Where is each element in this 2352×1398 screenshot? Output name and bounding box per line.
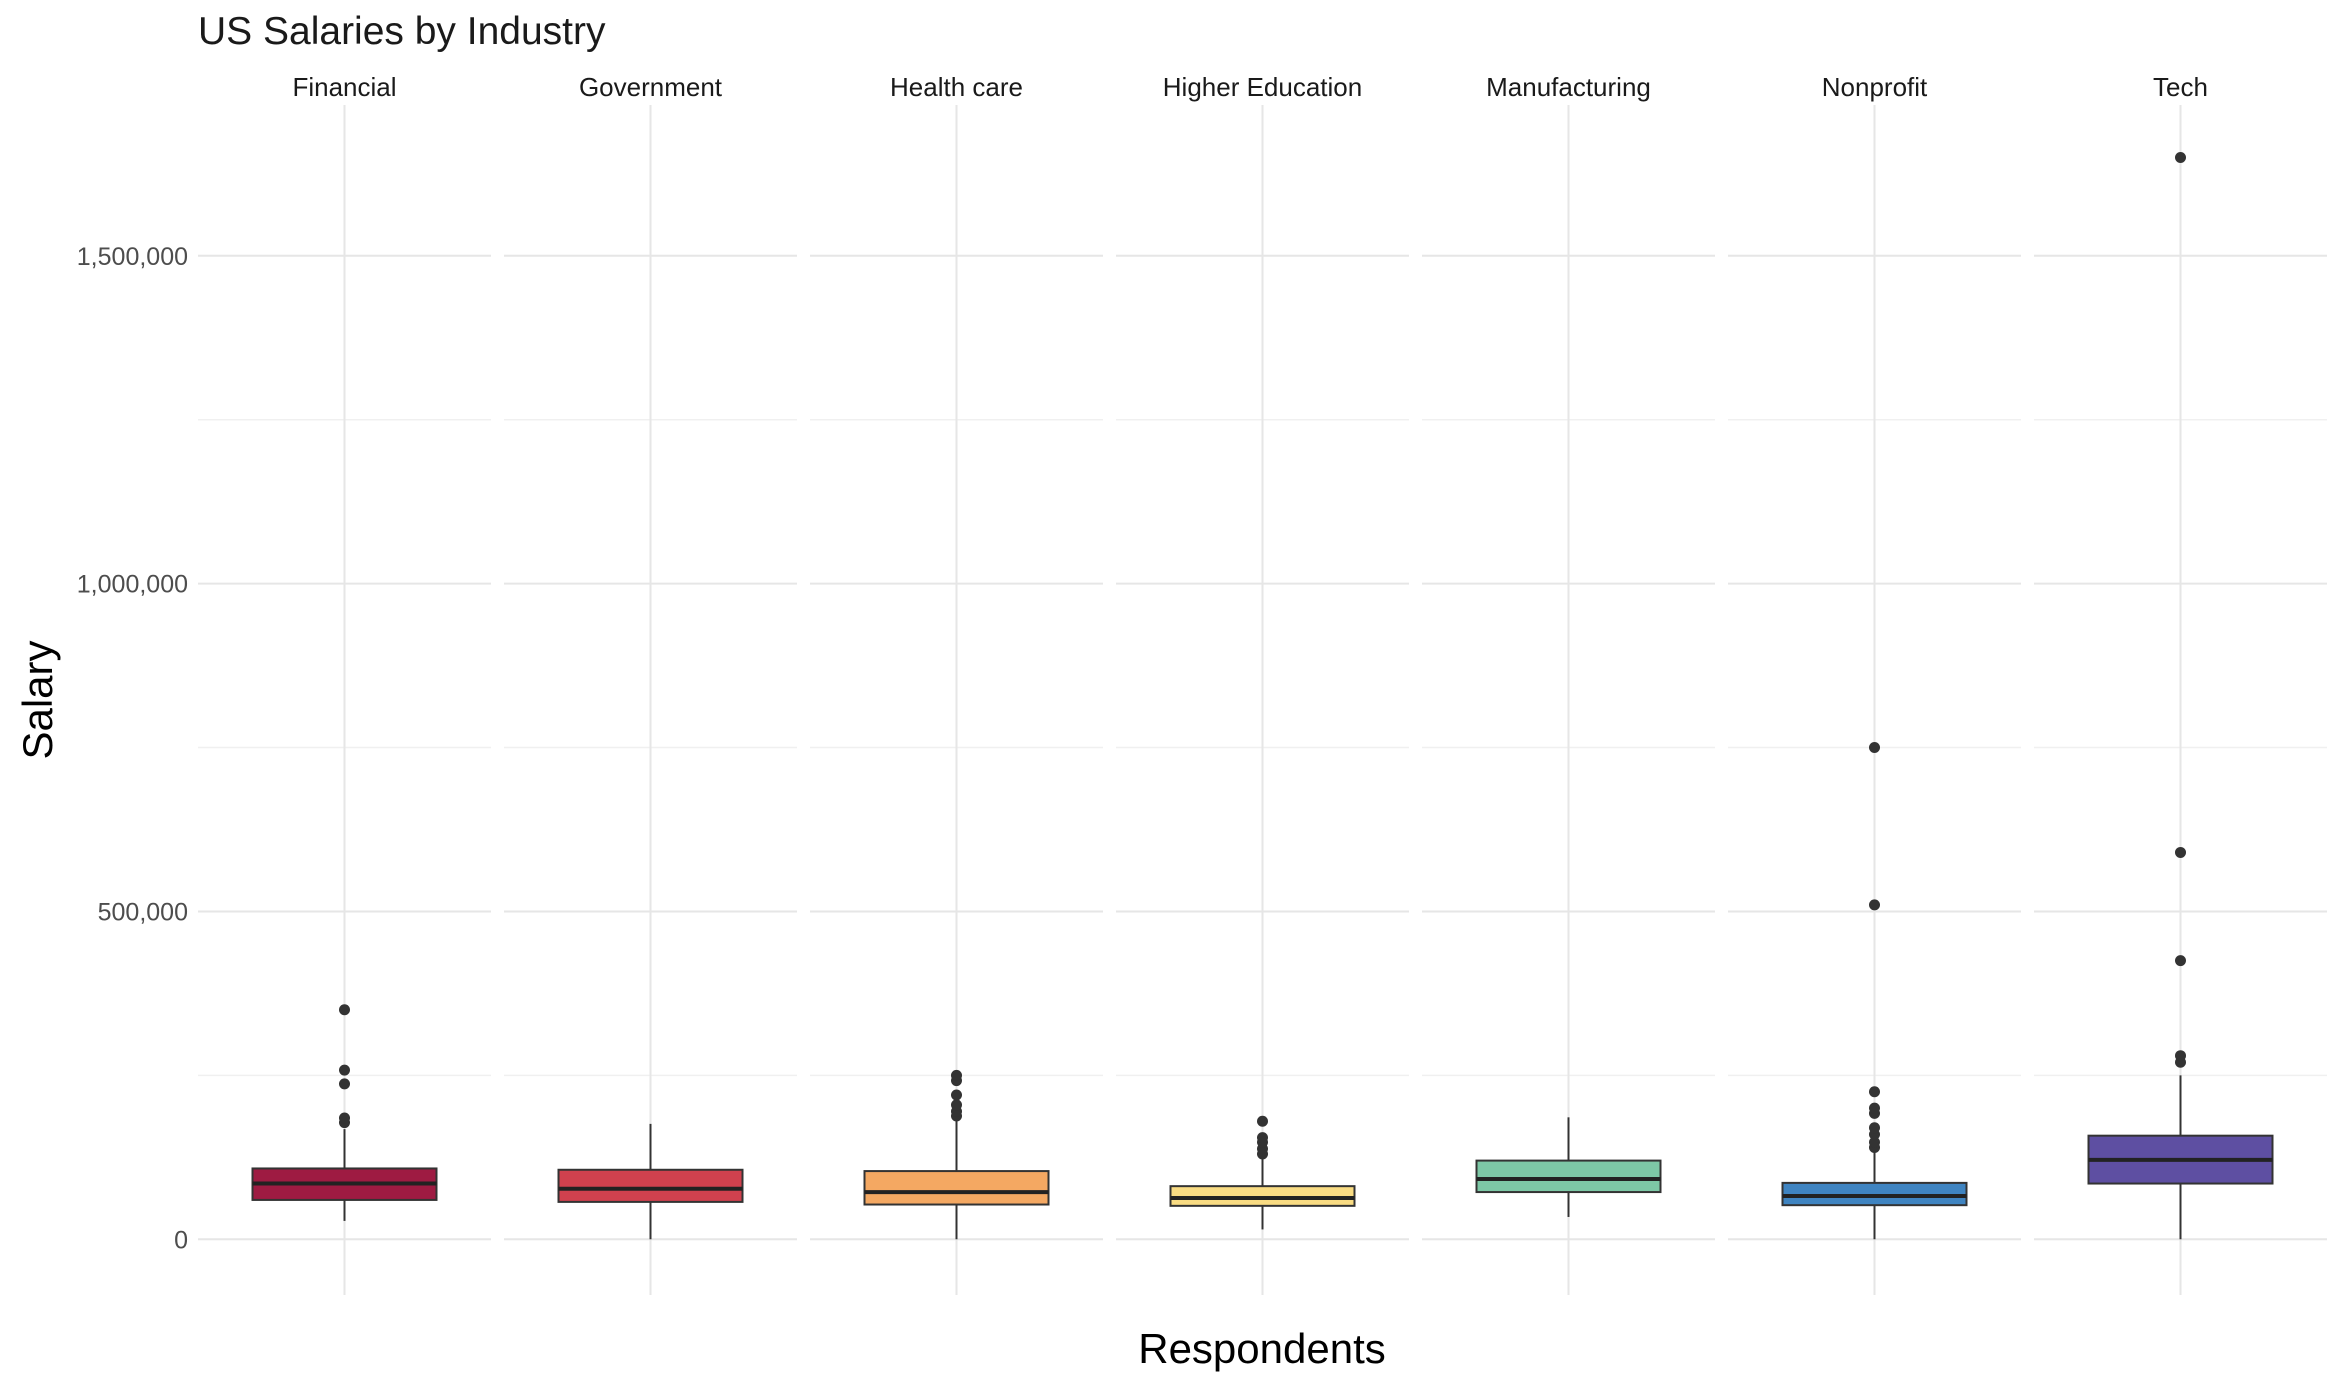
outlier-point (339, 1064, 350, 1076)
outlier-point (2175, 1050, 2186, 1062)
outlier-point (339, 1078, 350, 1090)
facet-label-tech: Tech (2153, 72, 2208, 102)
facet-tech: Tech (2034, 72, 2327, 1295)
outlier-point (1869, 1136, 1880, 1148)
y-axis-title: Salary (14, 640, 61, 759)
outlier-point (1869, 1102, 1880, 1114)
outlier-point (1869, 1086, 1880, 1098)
y-axis: 0 500,000 1,000,000 1,500,000 (77, 243, 188, 1254)
y-tick-label: 500,000 (98, 898, 188, 926)
facet-financial: Financial (198, 72, 491, 1295)
facet-health-care: Health care (810, 72, 1103, 1295)
facet-label-nonprofit: Nonprofit (1822, 72, 1928, 102)
y-tick-label: 1,500,000 (77, 243, 188, 271)
outlier-point (1869, 1122, 1880, 1134)
outlier-point (339, 1004, 350, 1016)
outlier-point (951, 1089, 962, 1101)
x-axis-title: Respondents (1138, 1325, 1386, 1372)
facet-manufacturing: Manufacturing (1422, 72, 1715, 1295)
outlier-point (2175, 955, 2186, 967)
outlier-point (1869, 899, 1880, 911)
facet-government: Government (504, 72, 797, 1295)
outlier-point (339, 1112, 350, 1124)
facet-label-government: Government (579, 72, 723, 102)
outlier-point (2175, 846, 2186, 858)
facet-higher-education: Higher Education (1116, 72, 1409, 1295)
y-tick-label: 0 (174, 1226, 188, 1254)
facet-panels: Financial Government Health care Higher Edu… (198, 72, 2327, 1295)
box-manufacturing (1475, 1159, 1662, 1194)
facet-label-manufacturing: Manufacturing (1486, 72, 1651, 102)
outlier-point (1869, 742, 1880, 754)
y-tick-label: 1,000,000 (77, 571, 188, 599)
outlier-point (1257, 1132, 1268, 1144)
facet-label-health-care: Health care (890, 72, 1023, 102)
box-government (557, 1168, 744, 1203)
facet-nonprofit: Nonprofit (1728, 72, 2021, 1295)
chart-title: US Salaries by Industry (198, 10, 606, 53)
outlier-point (951, 1099, 962, 1111)
box-health-care (863, 1170, 1050, 1206)
outlier-point (951, 1069, 962, 1081)
facet-label-higher-education: Higher Education (1163, 72, 1362, 102)
outlier-point (2175, 151, 2186, 163)
facet-label-financial: Financial (292, 72, 396, 102)
outlier-point (1257, 1115, 1268, 1127)
